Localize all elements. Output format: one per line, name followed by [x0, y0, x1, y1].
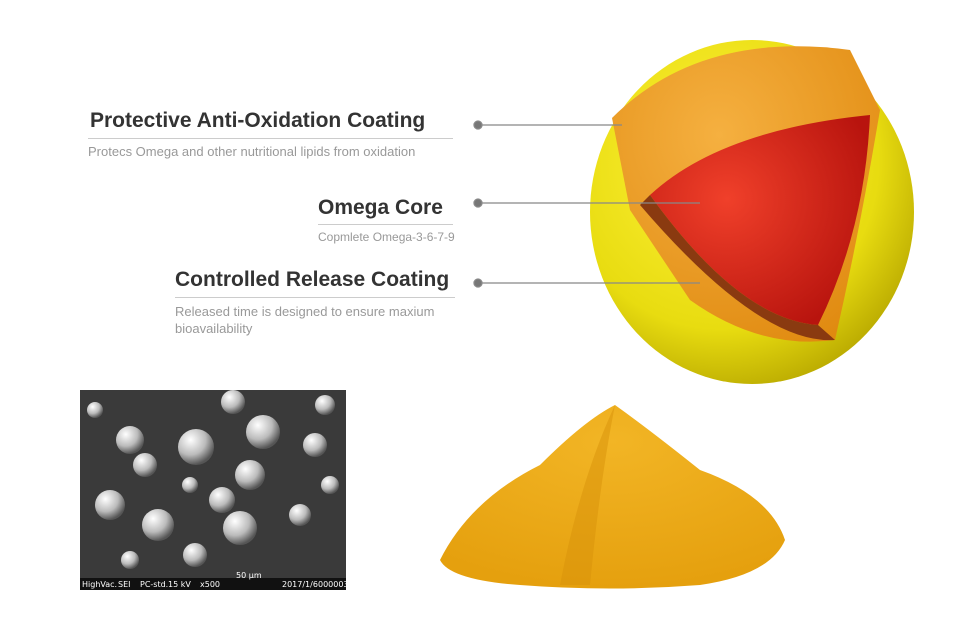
caption-text: 000003: [318, 580, 349, 589]
sem-micrograph: [80, 390, 346, 590]
label-title: Controlled Release Coating: [175, 268, 450, 291]
divider: [175, 297, 455, 298]
divider: [88, 138, 453, 139]
label-description: Copmlete Omega-3-6-7-9: [318, 230, 455, 244]
label-description: Protecs Omega and other nutritional lipi…: [88, 144, 416, 159]
label-title: Protective Anti-Oxidation Coating: [90, 109, 426, 132]
label-description: Released time is designed to ensure maxi…: [175, 304, 435, 336]
label-title: Omega Core: [318, 196, 443, 219]
caption-text: SEI: [118, 580, 131, 589]
caption-text: 15 kV: [168, 580, 191, 589]
divider: [318, 224, 453, 225]
capsule-sphere: [590, 40, 914, 384]
caption-text: PC-std.: [140, 580, 168, 589]
caption-text: 2017/1/6: [282, 580, 318, 589]
leader-lines: [473, 120, 700, 288]
caption-text: x500: [200, 580, 220, 589]
sem-caption: HighVac. SEI PC-std. 15 kV x500 50 µm 2017/1/6…: [82, 571, 349, 589]
caption-text: 50 µm: [236, 571, 262, 580]
caption-text: HighVac.: [82, 580, 117, 589]
powder-pile: [440, 405, 785, 589]
